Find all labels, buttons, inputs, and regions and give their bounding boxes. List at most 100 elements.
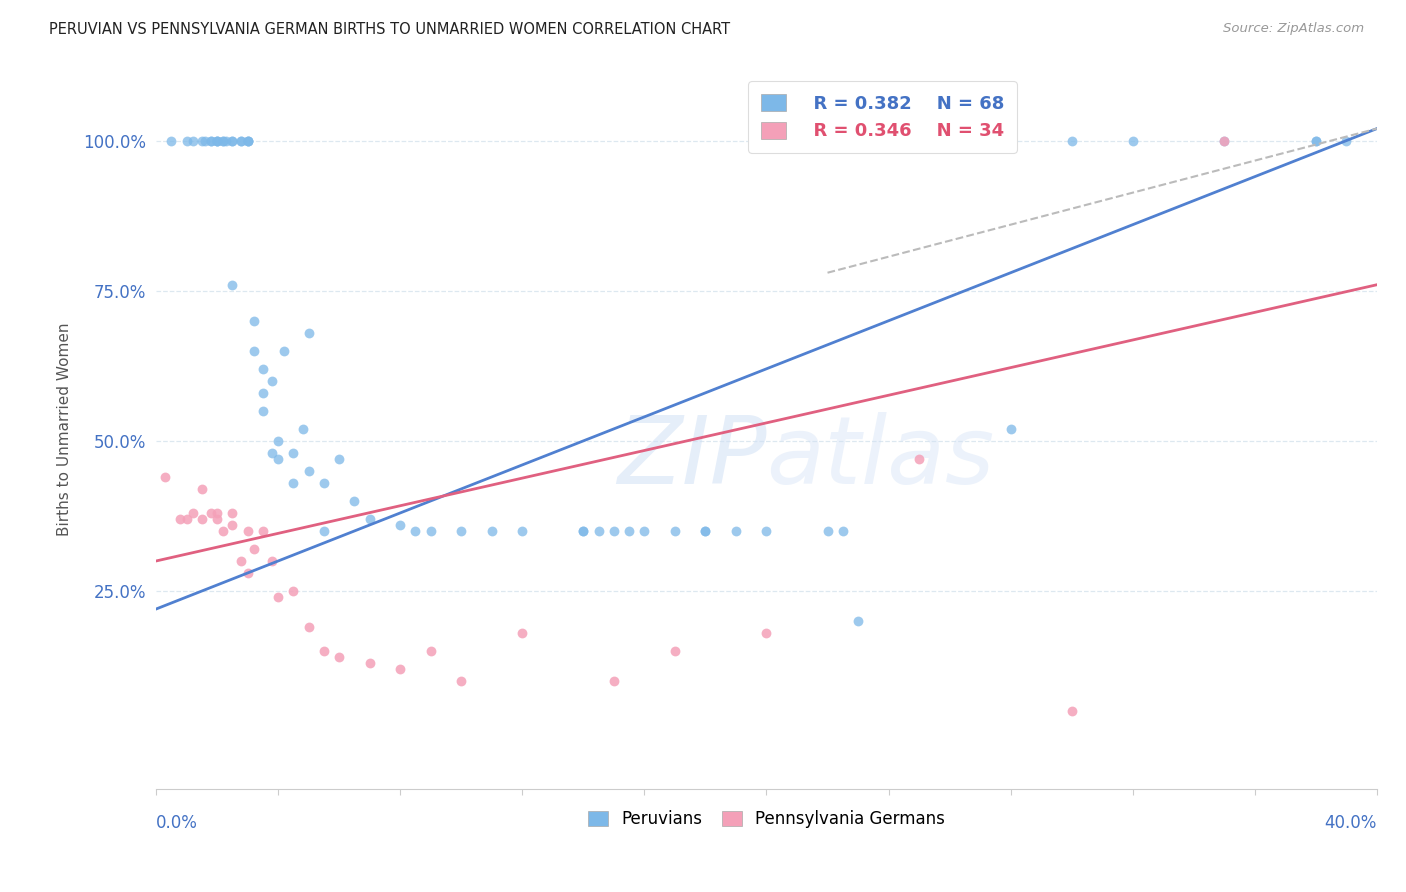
Point (205, 134, 228, 148)
Point (450, 524, 472, 538)
Text: atlas: atlas (766, 412, 994, 503)
Point (572, 524, 595, 538)
Point (231, 554, 253, 568)
Point (1305, 134, 1327, 148)
Point (312, 524, 335, 538)
Point (419, 524, 441, 538)
Point (200, 506, 222, 520)
Text: 40.0%: 40.0% (1324, 814, 1376, 832)
Point (1213, 134, 1236, 148)
Point (273, 343, 295, 358)
Point (267, 434, 290, 448)
Point (298, 326, 321, 340)
Point (267, 451, 290, 466)
Point (260, 554, 283, 568)
Point (181, 134, 204, 148)
Point (343, 494, 366, 508)
Point (633, 524, 655, 538)
Point (510, 626, 533, 640)
Point (252, 385, 274, 400)
Text: PERUVIAN VS PENNSYLVANIA GERMAN BIRTHS TO UNMARRIED WOMEN CORRELATION CHART: PERUVIAN VS PENNSYLVANIA GERMAN BIRTHS T… (49, 22, 730, 37)
Point (724, 524, 747, 538)
Point (419, 644, 441, 658)
Point (328, 650, 350, 665)
Point (283, 475, 305, 490)
Point (291, 422, 314, 436)
Point (664, 644, 686, 658)
Point (200, 134, 222, 148)
Point (831, 524, 853, 538)
Point (389, 518, 412, 533)
Point (221, 134, 243, 148)
Point (181, 506, 204, 520)
Point (176, 512, 198, 526)
Point (664, 524, 686, 538)
Point (215, 134, 238, 148)
Point (200, 134, 222, 148)
Point (231, 134, 253, 148)
Point (236, 134, 259, 148)
Point (252, 404, 274, 418)
Point (252, 361, 274, 376)
Text: Source: ZipAtlas.com: Source: ZipAtlas.com (1223, 22, 1364, 36)
Point (298, 464, 321, 478)
Point (212, 134, 235, 148)
Point (572, 524, 595, 538)
Point (160, 134, 183, 148)
Point (588, 524, 610, 538)
Point (1060, 704, 1083, 718)
Point (1000, 422, 1022, 436)
Point (242, 314, 264, 328)
Y-axis label: Births to Unmarried Women: Births to Unmarried Women (58, 322, 72, 535)
Point (236, 134, 259, 148)
Point (242, 343, 264, 358)
Point (221, 134, 243, 148)
Point (404, 524, 426, 538)
Point (755, 626, 778, 640)
Point (298, 620, 321, 634)
Point (1213, 134, 1236, 148)
Point (236, 134, 259, 148)
Point (221, 506, 243, 520)
Point (252, 524, 274, 538)
Point (176, 134, 198, 148)
Point (1060, 134, 1083, 148)
Point (603, 674, 626, 689)
Point (221, 277, 243, 292)
Point (817, 524, 839, 538)
Point (283, 584, 305, 599)
Point (212, 524, 235, 538)
Point (1336, 134, 1358, 148)
Point (205, 134, 228, 148)
Text: ZIP: ZIP (617, 412, 766, 503)
Point (755, 524, 778, 538)
Point (260, 446, 283, 460)
Point (205, 134, 228, 148)
Text: 0.0%: 0.0% (156, 814, 198, 832)
Point (389, 662, 412, 676)
Point (236, 524, 259, 538)
Point (695, 524, 717, 538)
Point (1122, 134, 1144, 148)
Point (212, 134, 235, 148)
Point (221, 518, 243, 533)
Point (191, 134, 214, 148)
Point (231, 134, 253, 148)
Point (194, 134, 217, 148)
Point (328, 451, 350, 466)
Point (153, 470, 176, 484)
Point (191, 512, 214, 526)
Point (695, 524, 717, 538)
Point (260, 374, 283, 388)
Point (267, 590, 290, 604)
Point (359, 656, 381, 670)
Point (191, 482, 214, 496)
Point (312, 644, 335, 658)
Point (603, 524, 626, 538)
Point (236, 566, 259, 580)
Point (617, 524, 640, 538)
Legend: Peruvians, Pennsylvania Germans: Peruvians, Pennsylvania Germans (581, 804, 952, 835)
Point (908, 451, 931, 466)
Point (1305, 134, 1327, 148)
Point (169, 512, 191, 526)
